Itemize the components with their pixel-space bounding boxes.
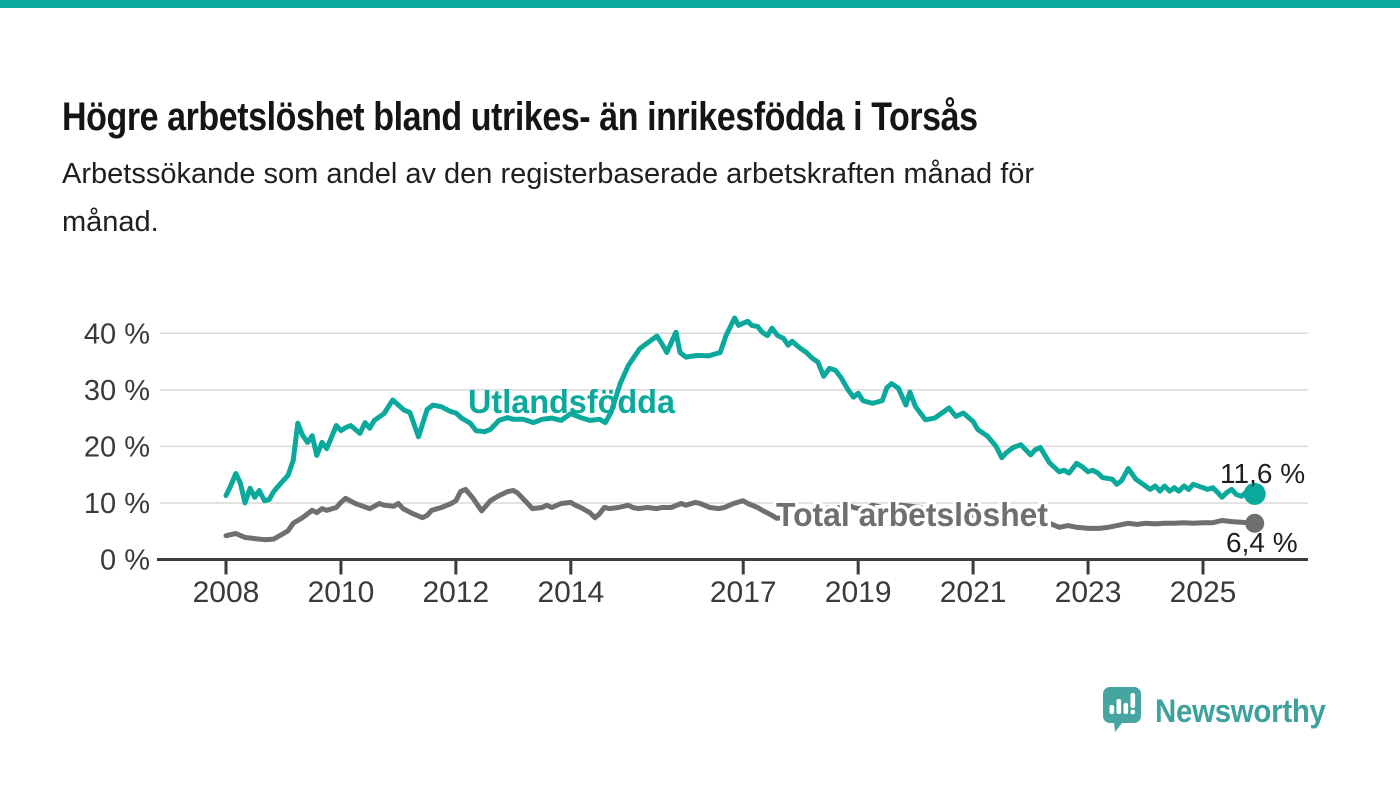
x-tick-label-2008: 2008	[193, 576, 260, 609]
y-tick-label-10: 10 %	[84, 488, 150, 520]
bar-chart-glyph	[1109, 693, 1135, 715]
x-tick-label-2025: 2025	[1170, 576, 1237, 609]
x-tick-label-2010: 2010	[308, 576, 375, 609]
speech-bubble-shape	[1102, 687, 1141, 732]
series-label-total: Total arbetslöshet	[776, 496, 1048, 533]
y-tick-label-40: 40 %	[84, 318, 150, 350]
series-line-total	[223, 486, 1258, 543]
x-tick-label-2012: 2012	[423, 576, 490, 609]
end-value-label-utlandsfodda: 11,6 %	[1220, 458, 1305, 489]
page-title: Högre arbetslöshet bland utrikes- än inr…	[62, 94, 978, 139]
x-tick-label-2019: 2019	[825, 576, 892, 609]
y-tick-label-0: 0 %	[100, 545, 150, 577]
subtitle-line-1: Arbetssökande som andel av den registerb…	[62, 158, 1035, 190]
newsworthy-logo-icon	[1102, 687, 1141, 732]
y-tick-label-20: 20 %	[84, 431, 150, 463]
chart-subtitle: Arbetssökande som andel av den registerb…	[62, 150, 1312, 246]
x-tick-label-2014: 2014	[537, 576, 604, 609]
brand-name: Newsworthy	[1154, 692, 1326, 729]
x-tick-label-2023: 2023	[1055, 576, 1122, 609]
y-tick-label-30: 30 %	[84, 375, 150, 407]
end-value-label-total: 6,4 %	[1226, 527, 1298, 558]
newsworthy-logo: Newsworthy	[1102, 687, 1341, 734]
series-end-dot-utlandsfodda	[1243, 482, 1266, 505]
x-tick-label-2017: 2017	[710, 576, 777, 609]
series-label-utlandsfodda: Utlandsfödda	[468, 383, 676, 420]
series-end-dot-total	[1245, 513, 1265, 533]
series-line-utlandsfodda	[223, 315, 1258, 506]
top-accent-bar	[0, 0, 1400, 8]
x-tick-label-2021: 2021	[940, 576, 1007, 609]
subtitle-line-2: månad.	[62, 206, 159, 238]
